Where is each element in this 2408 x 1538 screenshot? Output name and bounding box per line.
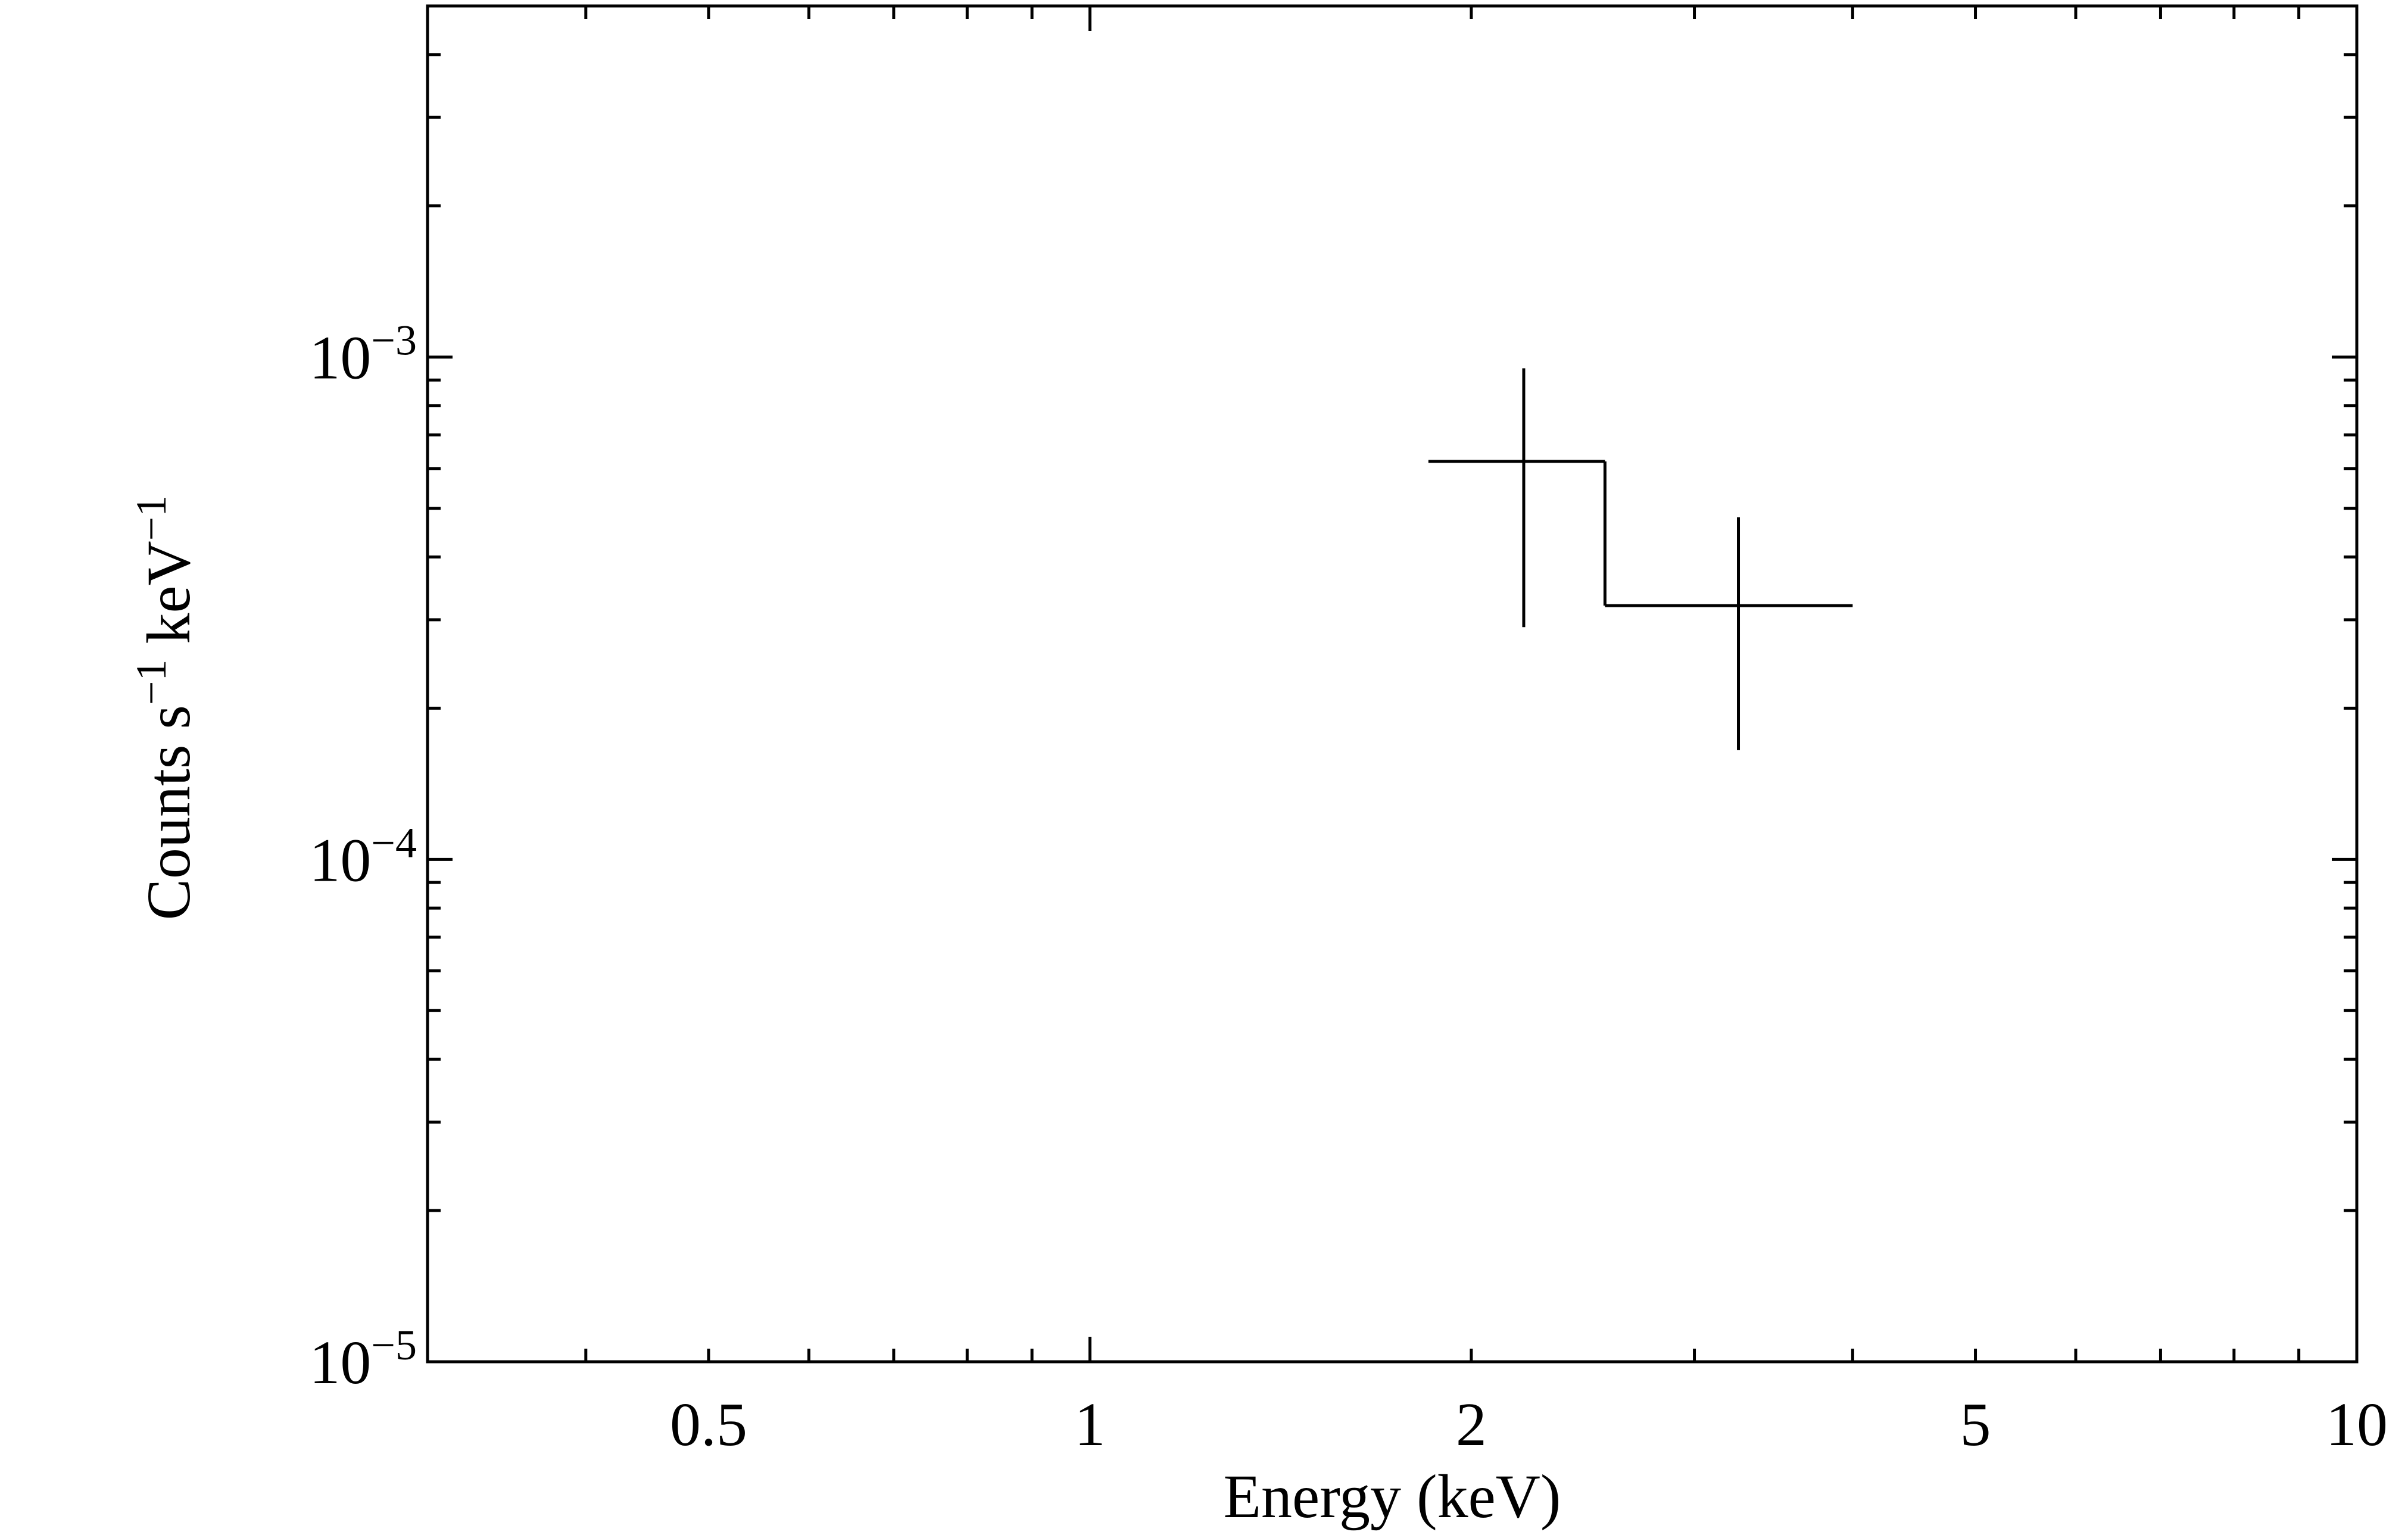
y-axis-title-part: Counts s bbox=[135, 705, 203, 920]
x-tick-labels: 0.5 1 2 5 10 bbox=[670, 1390, 2388, 1459]
axis-ticks bbox=[426, 4, 2359, 1364]
x-tick-label: 2 bbox=[1456, 1390, 1487, 1459]
x-tick-label: 5 bbox=[1960, 1390, 1991, 1459]
plot-frame bbox=[426, 4, 2359, 1364]
x-axis-title: Energy (keV) bbox=[1224, 1462, 1561, 1531]
data-marks bbox=[1428, 368, 1853, 750]
y-tick-labels: 10−5 10−4 10−3 bbox=[309, 317, 417, 1397]
x-tick-label: 0.5 bbox=[670, 1390, 747, 1459]
y-axis-title: Counts s−1 keV−1 bbox=[127, 495, 203, 921]
y-tick-label: 10−4 bbox=[309, 819, 417, 894]
y-tick-label: 10−5 bbox=[309, 1321, 417, 1397]
y-axis-title-sup: −1 bbox=[127, 660, 175, 706]
y-tick-label: 10−3 bbox=[309, 317, 417, 392]
x-tick-label: 10 bbox=[2326, 1390, 2388, 1459]
y-axis-title-part: keV bbox=[135, 541, 203, 659]
y-axis-title-sup: −1 bbox=[127, 495, 175, 541]
x-tick-label: 1 bbox=[1074, 1390, 1105, 1459]
